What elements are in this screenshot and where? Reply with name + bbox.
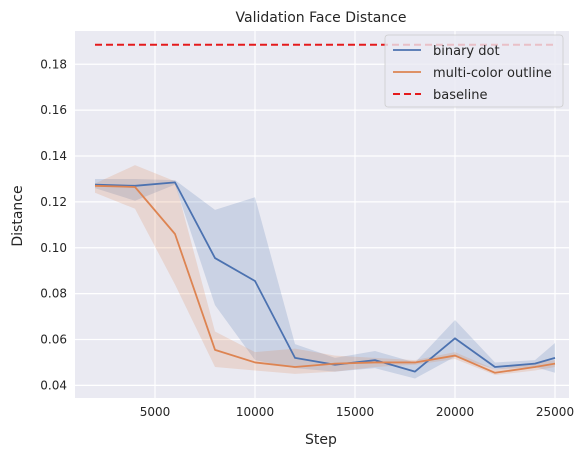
confidence-bands [95,165,555,379]
y-tick-label: 0.14 [40,149,67,163]
series-line [94,181,556,373]
x-tick-label: 10000 [236,405,274,419]
legend: binary dot multi-color outline baseline [384,34,564,108]
y-tick-label: 0.12 [40,195,67,209]
y-tick-label: 0.06 [40,333,67,347]
y-tick-label: 0.08 [40,287,67,301]
confidence-band [95,165,555,376]
y-tick-label: 0.04 [40,378,67,392]
y-tick-label: 0.18 [40,57,67,71]
chart-title: Validation Face Distance [236,10,407,26]
x-axis-title: Step [305,432,337,448]
x-tick-label: 15000 [336,405,374,419]
confidence-band [95,178,555,379]
y-tick-label: 0.16 [40,103,67,117]
legend-box [384,34,564,108]
legend-label: binary dot [433,44,500,59]
x-tick-label: 25000 [536,405,574,419]
series-line [94,184,556,374]
legend-label: baseline [433,88,487,103]
x-tick-label: 5000 [140,405,171,419]
tick-labels: 5000 10000 15000 20000 25000 0.04 0.06 0.08 0.10… [40,57,574,419]
grid [75,31,569,398]
y-axis-title: Distance [10,185,26,246]
series-lines [94,43,556,374]
x-tick-label: 20000 [436,405,474,419]
legend-label: multi-color outline [433,66,552,81]
y-tick-label: 0.10 [40,241,67,255]
